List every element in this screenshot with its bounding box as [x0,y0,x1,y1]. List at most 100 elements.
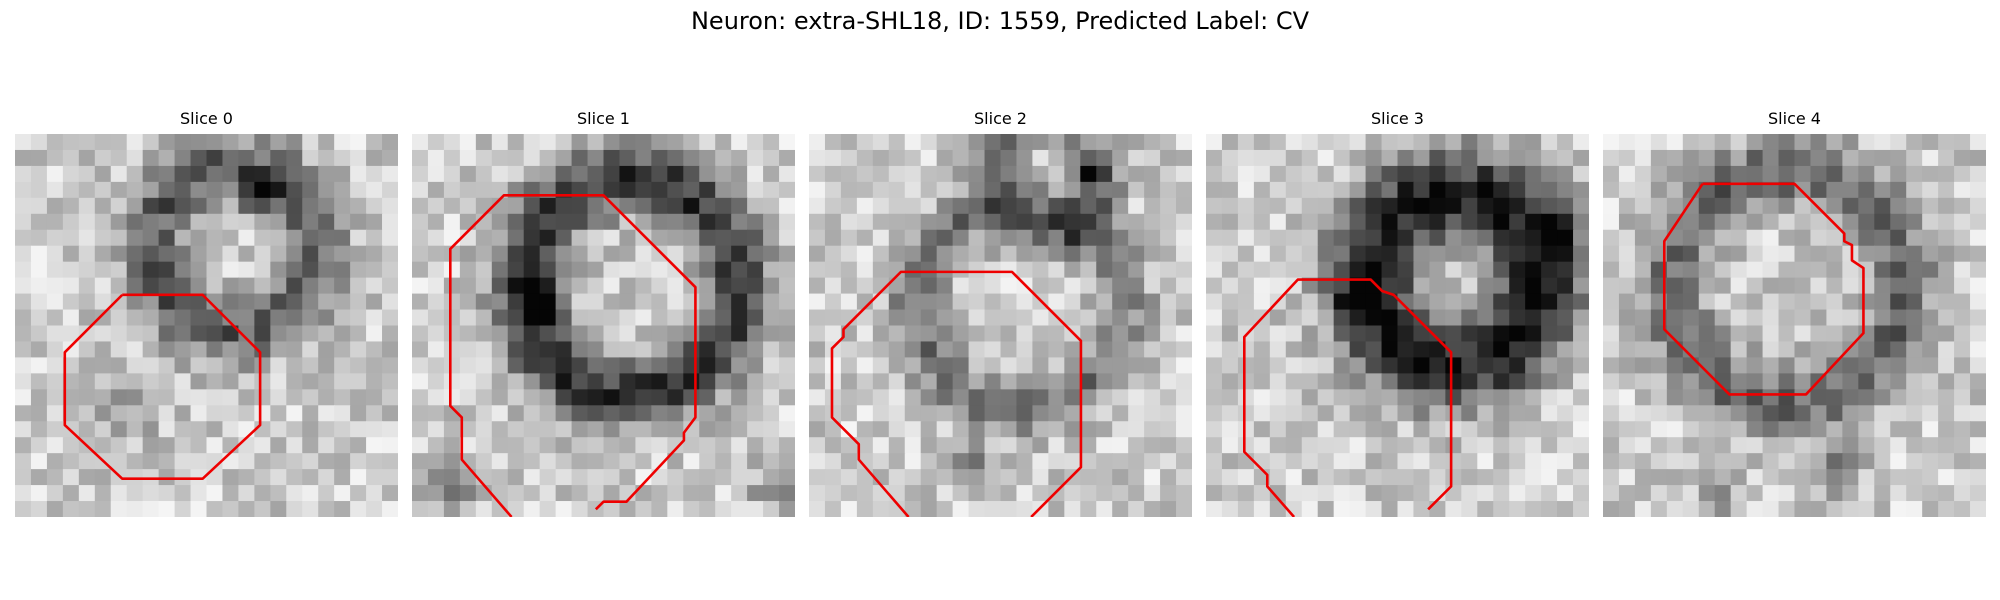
pixel [1349,181,1367,199]
pixel [1573,437,1589,454]
pixel [1285,469,1303,486]
pixel [78,134,96,151]
pixel [523,501,541,517]
pixel [62,485,80,502]
pixel [1413,165,1431,183]
pixel [254,453,272,470]
pixel [1858,134,1876,151]
pixel [715,309,732,327]
pixel [62,134,80,151]
pixel [968,453,986,470]
pixel [888,373,906,391]
pixel [1874,245,1892,263]
pixel [571,453,589,470]
pixel [1874,453,1892,470]
pixel [603,373,621,391]
pixel [603,389,621,407]
pixel [1429,437,1447,454]
pixel [1762,213,1780,231]
pixel [936,405,954,423]
pixel [206,134,224,151]
pixel [1269,469,1287,486]
pixel [715,373,732,391]
pixel [747,325,764,343]
pixel [94,197,112,215]
pixel [1269,197,1287,215]
pixel [174,357,192,375]
pixel [158,485,176,502]
pixel [952,229,970,247]
pixel [334,245,351,263]
pixel [302,453,319,470]
pixel [968,134,986,151]
pixel [824,341,842,359]
pixel [491,485,509,502]
pixel [1682,341,1700,359]
pixel [699,453,716,470]
pixel [1573,277,1589,295]
pixel [555,373,573,391]
pixel [1365,149,1383,167]
pixel [238,421,256,438]
pixel [763,134,780,151]
pixel [1714,373,1732,391]
pixel [475,229,493,247]
pixel [1922,485,1939,502]
pixel [1509,357,1526,375]
pixel [920,229,938,247]
pixel [158,181,176,199]
pixel [1445,213,1463,231]
pixel [856,421,874,438]
pixel [667,165,685,183]
pixel [15,421,32,438]
pixel [952,325,970,343]
pixel [1349,245,1367,263]
pixel [30,293,48,311]
pixel [46,181,64,199]
pixel [190,213,208,231]
pixel [254,405,272,423]
pixel [1032,277,1050,295]
pixel [1285,197,1303,215]
pixel [779,341,795,359]
pixel [334,357,351,375]
pixel [779,357,795,375]
pixel [94,181,112,199]
pixel [427,165,445,183]
pixel [555,325,573,343]
pixel [1810,149,1828,167]
pixel [1730,501,1748,517]
pixel [1397,453,1415,470]
pixel [1221,309,1239,327]
pixel [619,277,637,295]
pixel [984,261,1002,279]
pixel [1381,469,1399,486]
pixel [270,309,288,327]
pixel [651,469,669,486]
pixel [1858,437,1876,454]
pixel [1746,437,1764,454]
pixel [1429,453,1447,470]
pixel [1634,357,1652,375]
pixel [1730,373,1748,391]
pixel [475,421,493,438]
pixel [968,341,986,359]
pixel [286,229,304,247]
pixel [1301,357,1319,375]
pixel [206,453,224,470]
pixel [1810,134,1828,151]
pixel [968,149,986,167]
pixel [1906,485,1923,502]
pixel [1666,277,1684,295]
pixel [1525,213,1542,231]
pixel [459,325,477,343]
pixel [190,437,208,454]
pixel [1541,277,1558,295]
pixel [1237,213,1255,231]
pixel [1144,357,1161,375]
pixel [1221,134,1239,151]
pixel [1762,421,1780,438]
pixel [1730,485,1748,502]
pixel [856,437,874,454]
pixel [1922,165,1939,183]
